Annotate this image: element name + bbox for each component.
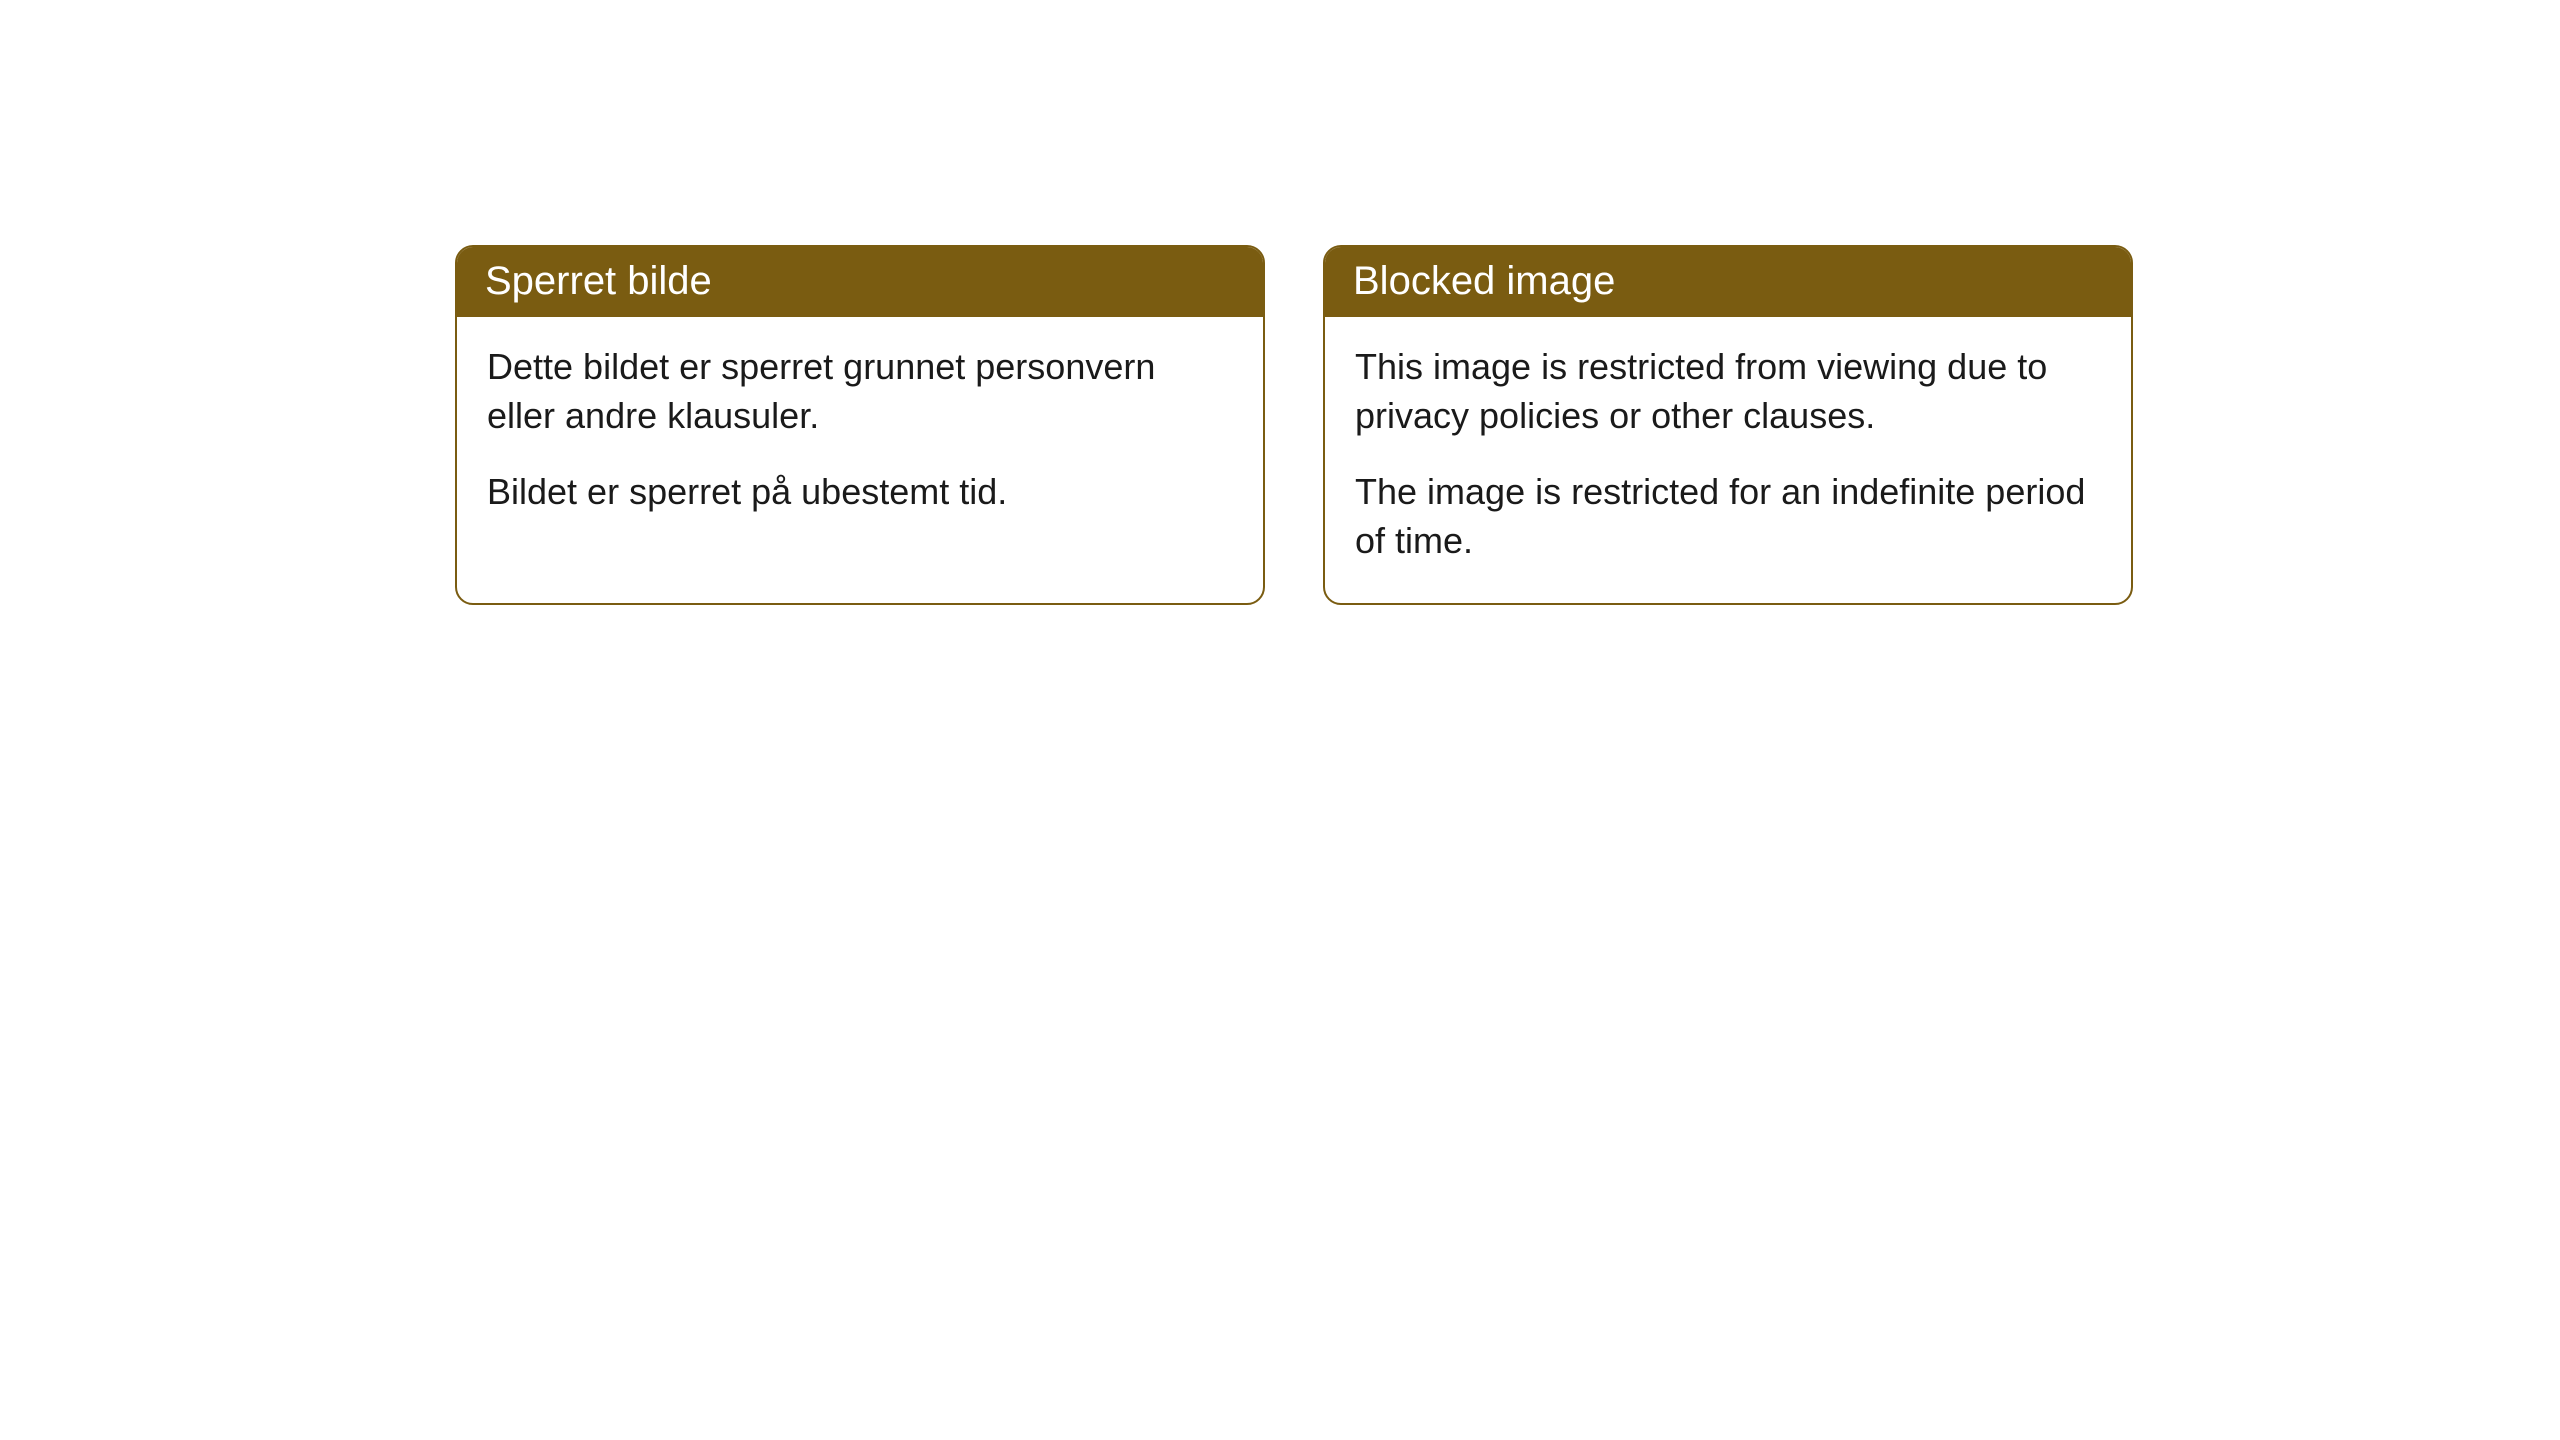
card-header: Sperret bilde	[457, 247, 1263, 317]
blocked-image-card-english: Blocked image This image is restricted f…	[1323, 245, 2133, 605]
card-paragraph: This image is restricted from viewing du…	[1355, 343, 2101, 440]
card-paragraph: Dette bildet er sperret grunnet personve…	[487, 343, 1233, 440]
notice-cards-container: Sperret bilde Dette bildet er sperret gr…	[455, 245, 2133, 605]
card-body: This image is restricted from viewing du…	[1325, 317, 2131, 603]
blocked-image-card-norwegian: Sperret bilde Dette bildet er sperret gr…	[455, 245, 1265, 605]
card-paragraph: Bildet er sperret på ubestemt tid.	[487, 468, 1233, 517]
card-body: Dette bildet er sperret grunnet personve…	[457, 317, 1263, 555]
card-paragraph: The image is restricted for an indefinit…	[1355, 468, 2101, 565]
card-header: Blocked image	[1325, 247, 2131, 317]
